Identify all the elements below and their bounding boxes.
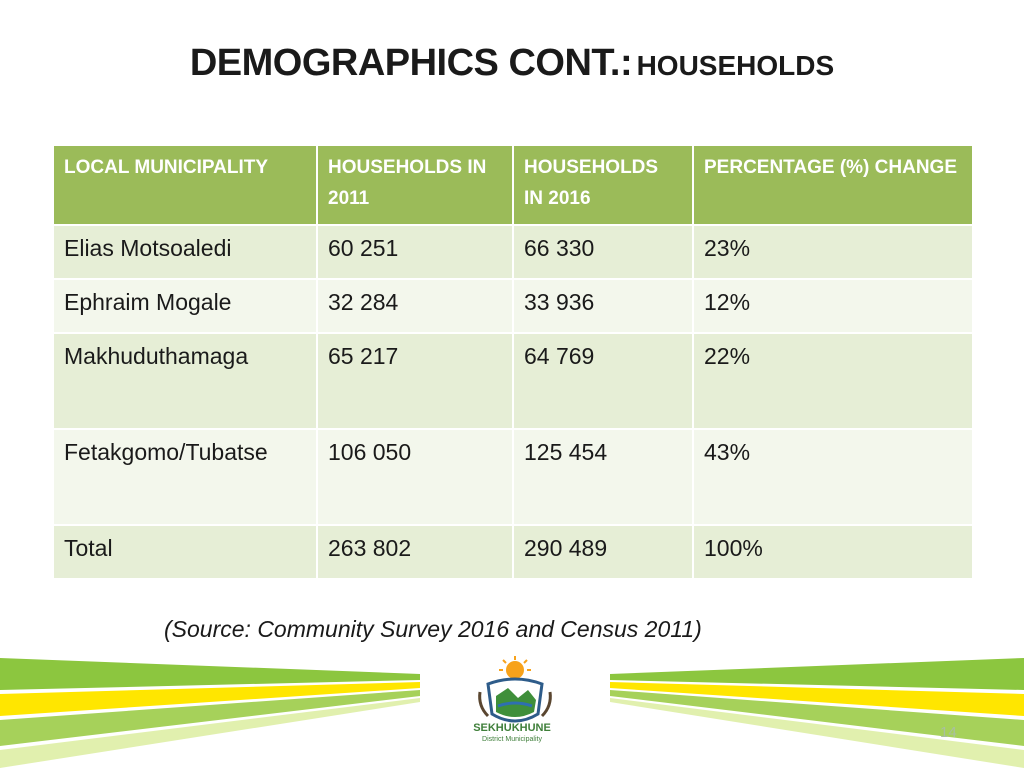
source-note: (Source: Community Survey 2016 and Censu… bbox=[164, 616, 702, 642]
cell-households-2016: 64 769 bbox=[512, 332, 694, 430]
cell-percentage-change: 12% bbox=[692, 278, 974, 334]
logo-wordmark: SEKHUKHUNE District Municipality bbox=[462, 722, 562, 746]
cell-percentage-change: 23% bbox=[692, 224, 974, 280]
slide-title-main: DEMOGRAPHICS CONT.: bbox=[189, 42, 633, 84]
cell-percentage-change: 43% bbox=[692, 428, 974, 526]
table-row: Ephraim Mogale 32 284 33 936 12% bbox=[52, 278, 974, 334]
table-row: Elias Motsoaledi 60 251 66 330 23% bbox=[52, 224, 974, 280]
page-number: 14 bbox=[940, 724, 957, 741]
cell-households-2011: 60 251 bbox=[316, 224, 514, 280]
cell-municipality: Makhuduthamaga bbox=[52, 332, 318, 430]
header-households-2016: HOUSEHOLDS IN 2016 bbox=[512, 144, 694, 226]
cell-municipality: Fetakgomo/Tubatse bbox=[52, 428, 318, 526]
cell-percentage-change: 100% bbox=[692, 524, 974, 580]
logo-subtitle: District Municipality bbox=[482, 736, 542, 743]
decorative-stripes bbox=[0, 658, 1024, 768]
cell-households-2011: 263 802 bbox=[316, 524, 514, 580]
cell-households-2016: 66 330 bbox=[512, 224, 694, 280]
slide-title-sub: HOUSEHOLDS bbox=[636, 50, 835, 81]
cell-municipality: Elias Motsoaledi bbox=[52, 224, 318, 280]
header-percentage-change: PERCENTAGE (%) CHANGE bbox=[692, 144, 974, 226]
table-row: Fetakgomo/Tubatse 106 050 125 454 43% bbox=[52, 428, 974, 526]
logo-name: SEKHUKHUNE bbox=[473, 722, 551, 734]
header-local-municipality: LOCAL MUNICIPALITY bbox=[52, 144, 318, 226]
cell-municipality: Total bbox=[52, 524, 318, 580]
cell-households-2011: 65 217 bbox=[316, 332, 514, 430]
cell-households-2011: 32 284 bbox=[316, 278, 514, 334]
households-table: LOCAL MUNICIPALITY HOUSEHOLDS IN 2011 HO… bbox=[52, 144, 974, 580]
header-households-2011: HOUSEHOLDS IN 2011 bbox=[316, 144, 514, 226]
cell-households-2016: 33 936 bbox=[512, 278, 694, 334]
cell-households-2016: 290 489 bbox=[512, 524, 694, 580]
municipal-crest-icon bbox=[478, 656, 552, 723]
cell-percentage-change: 22% bbox=[692, 332, 974, 430]
table-row-total: Total 263 802 290 489 100% bbox=[52, 524, 974, 580]
table-row: Makhuduthamaga 65 217 64 769 22% bbox=[52, 332, 974, 430]
table-header-row: LOCAL MUNICIPALITY HOUSEHOLDS IN 2011 HO… bbox=[52, 144, 974, 226]
cell-municipality: Ephraim Mogale bbox=[52, 278, 318, 334]
cell-households-2016: 125 454 bbox=[512, 428, 694, 526]
slide-title: DEMOGRAPHICS CONT.: HOUSEHOLDS bbox=[0, 42, 1024, 85]
cell-households-2011: 106 050 bbox=[316, 428, 514, 526]
